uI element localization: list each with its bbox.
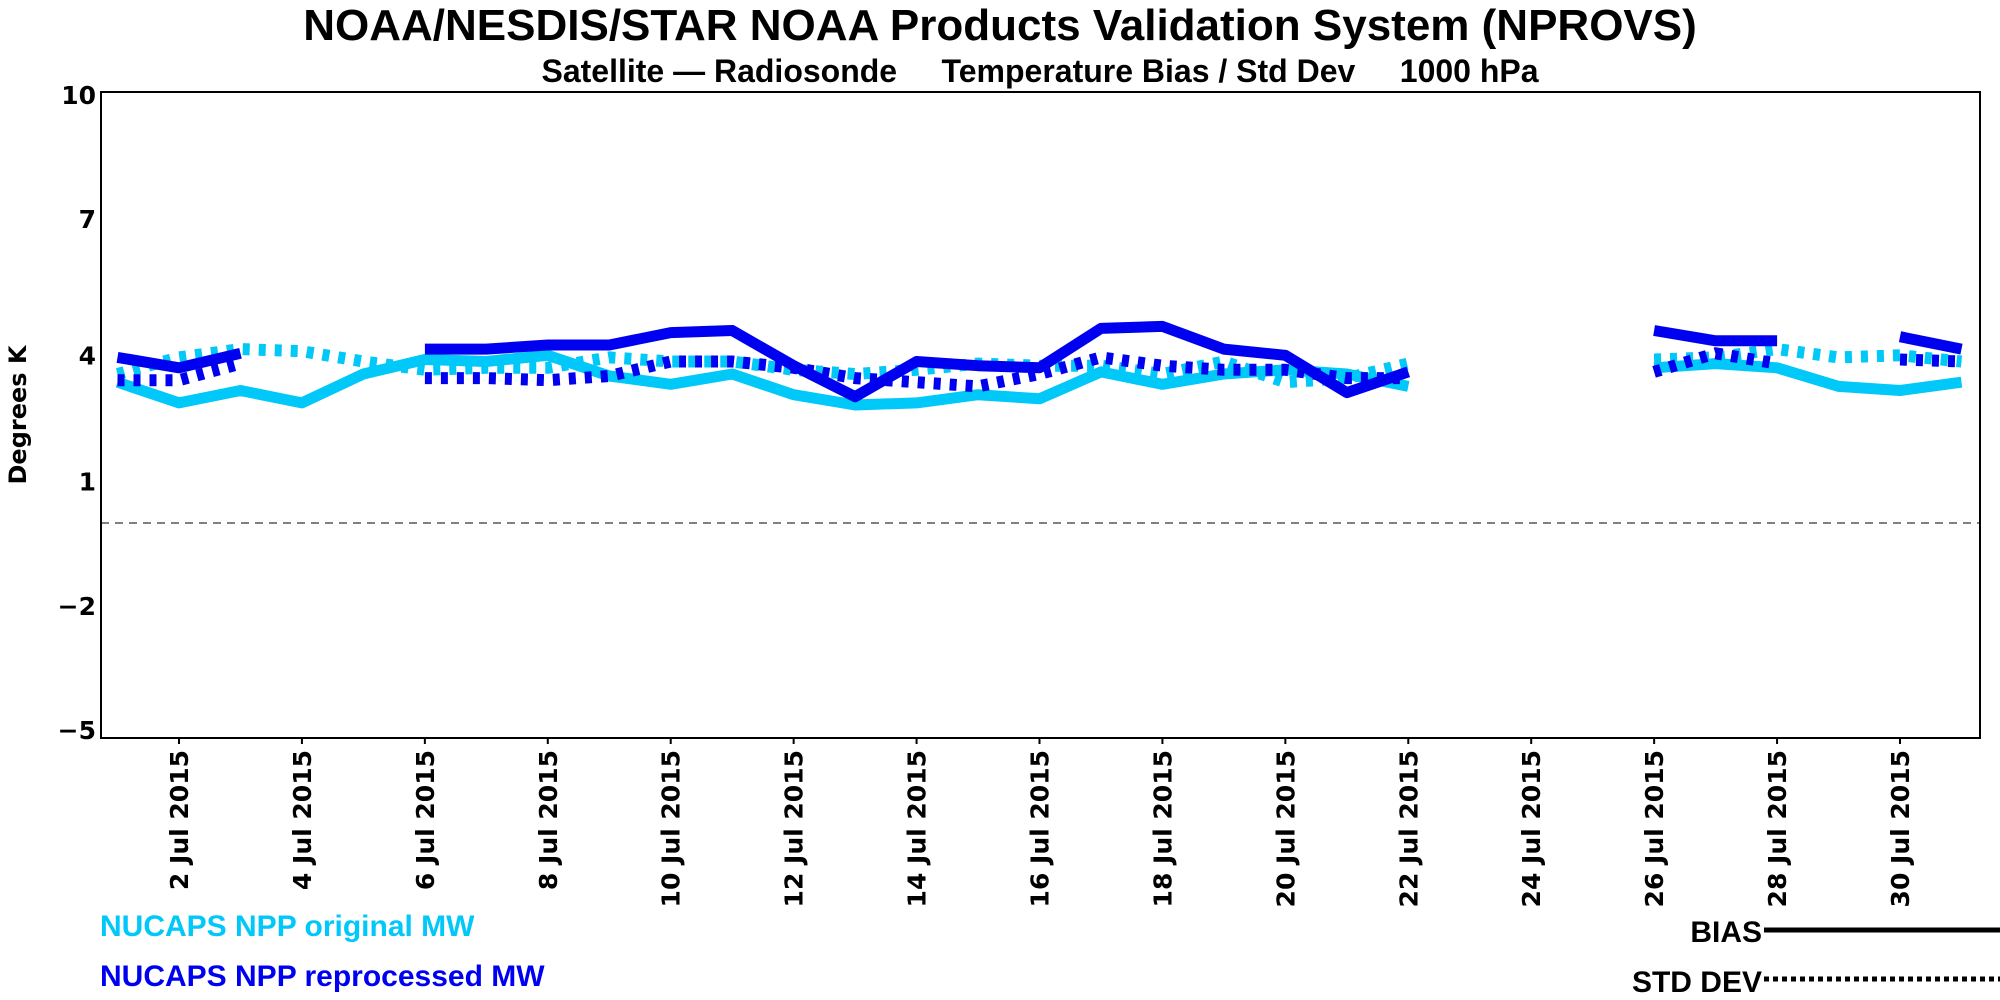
series-nucaps-npp-reprocessed-mw-std-dev	[117, 347, 1962, 393]
x-tick-label: 12 Jul 2015	[780, 750, 809, 907]
x-tick-label: 22 Jul 2015	[1394, 750, 1423, 907]
x-tick-label: 24 Jul 2015	[1517, 750, 1546, 907]
legend-series-original: NUCAPS NPP original MW	[100, 910, 475, 943]
x-tick-label: 20 Jul 2015	[1271, 750, 1300, 907]
y-tick-label: 4	[79, 341, 96, 370]
y-axis-label: Degrees K	[4, 344, 32, 484]
series-line-segment	[115, 349, 1410, 411]
x-tick-label: 30 Jul 2015	[1886, 750, 1915, 907]
x-tick-label: 6 Jul 2015	[411, 750, 440, 890]
legend-bias-label: BIAS	[1690, 916, 1762, 949]
chart-title: NOAA/NESDIS/STAR NOAA Products Validatio…	[303, 1, 1697, 50]
x-tick-label: 26 Jul 2015	[1640, 750, 1669, 907]
legend-stddev-label: STD DEV	[1632, 966, 1762, 999]
x-tick-label: 16 Jul 2015	[1026, 750, 1055, 907]
y-tick-label: −2	[58, 592, 96, 621]
chart-subtitle: Satellite — Radiosonde Temperature Bias …	[541, 53, 1538, 89]
x-tick-label: 18 Jul 2015	[1148, 750, 1177, 907]
y-tick-label: 1	[79, 468, 96, 497]
x-tick-label: 2 Jul 2015	[165, 750, 194, 890]
series-line-segment	[1899, 353, 1962, 368]
series-line-segment	[117, 357, 243, 387]
series-line-segment	[116, 347, 242, 374]
y-tick-label: 10	[61, 81, 96, 110]
series-line-segment	[424, 351, 1409, 393]
series-line-segment	[1653, 325, 1778, 347]
series-line-segment	[1653, 358, 1963, 396]
x-tick-label: 10 Jul 2015	[657, 750, 686, 907]
x-tick-label: 14 Jul 2015	[903, 750, 932, 907]
y-tick-label: 7	[79, 205, 96, 234]
series-line-segment	[1898, 331, 1963, 355]
x-tick-label: 4 Jul 2015	[288, 750, 317, 890]
series-nucaps-npp-original-mw-bias	[115, 349, 1963, 411]
x-tick-label: 8 Jul 2015	[534, 750, 563, 890]
x-tick-label: 28 Jul 2015	[1763, 750, 1792, 907]
series-nucaps-npp-reprocessed-mw-bias	[116, 320, 1963, 403]
plot-frame	[100, 91, 1981, 739]
legend-series-reprocessed: NUCAPS NPP reprocessed MW	[100, 960, 545, 993]
y-tick-label: −5	[58, 716, 96, 745]
